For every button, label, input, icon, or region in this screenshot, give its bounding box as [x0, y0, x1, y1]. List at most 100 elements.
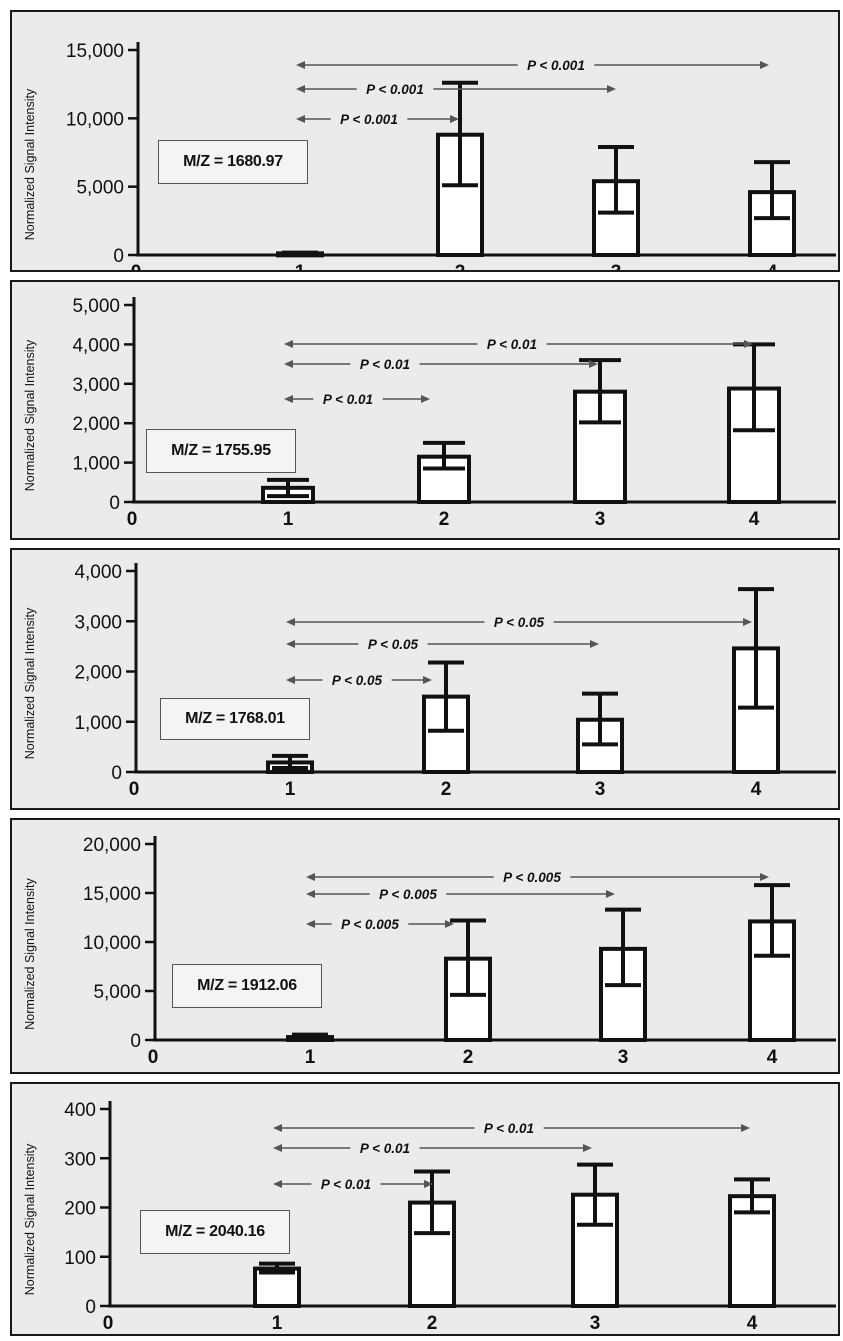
p-value-label-bg	[517, 57, 595, 73]
arrowhead-right	[445, 920, 454, 928]
p-value-label: P < 0.01	[360, 357, 410, 372]
bar	[728, 1194, 776, 1308]
p-value-label-bg	[358, 636, 428, 652]
p-value-label: P < 0.001	[366, 82, 424, 97]
y-axis-label: Normalized Signal Intensity	[23, 88, 37, 240]
arrowhead-left	[286, 640, 295, 648]
x-tick-label: 1	[285, 779, 296, 800]
y-tick-label: 5,000	[93, 982, 141, 1003]
arrowhead-left	[296, 115, 305, 123]
y-tick-label: 400	[64, 1100, 96, 1121]
p-value-label: P < 0.01	[323, 392, 373, 407]
y-tick-label: 20,000	[83, 835, 141, 856]
chart-svg: Normalized Signal Intensity 0 1,000 2,000 3,…	[23, 296, 836, 530]
arrowhead-left	[284, 340, 293, 348]
arrowhead-left	[284, 395, 293, 403]
p-value-label-bg	[369, 886, 447, 902]
arrowhead-left	[273, 1144, 282, 1152]
x-tick-label: 2	[441, 779, 452, 800]
chart-panel: Normalized Signal Intensity 0 5,000 10,000 1…	[10, 10, 840, 272]
p-value-label: P < 0.01	[321, 1177, 371, 1192]
arrowhead-right	[760, 61, 769, 69]
x-tick-label: 1	[283, 509, 294, 530]
mz-label-box: M/Z = 1755.95	[146, 429, 296, 473]
arrowhead-right	[606, 890, 615, 898]
mz-label-box: M/Z = 2040.16	[140, 1210, 290, 1254]
y-tick-label: 5,000	[76, 178, 124, 199]
y-tick-label: 0	[130, 1031, 141, 1052]
y-axis-label: Normalized Signal Intensity	[23, 878, 37, 1030]
y-tick-label: 3,000	[74, 612, 122, 633]
chart-svg: Normalized Signal Intensity 0 5,000 10,000 1…	[23, 835, 836, 1068]
y-tick-label: 15,000	[66, 41, 124, 62]
y-tick-label: 2,000	[72, 414, 120, 435]
x-tick-label: 4	[749, 509, 760, 530]
arrowhead-left	[296, 61, 305, 69]
p-value-label-bg	[331, 916, 409, 932]
arrowhead-left	[306, 890, 315, 898]
x-tick-label: 3	[618, 1047, 629, 1068]
arrowhead-right	[421, 395, 430, 403]
p-value-label-bg	[350, 356, 420, 372]
chart-panel: Normalized Signal Intensity 0 1,000 2,000 3,…	[10, 280, 840, 540]
x-tick-label: 2	[463, 1047, 474, 1068]
chart-svg: Normalized Signal Intensity 0 100 200 300 400…	[23, 1100, 836, 1334]
x-tick-label: 3	[590, 1313, 601, 1334]
arrowhead-left	[286, 676, 295, 684]
arrowhead-right	[741, 1124, 750, 1132]
y-tick-label: 5,000	[72, 296, 120, 317]
arrowhead-right	[744, 340, 753, 348]
y-tick-label: 0	[113, 246, 124, 267]
x-tick-label: 1	[272, 1313, 283, 1334]
x-tick-label: 2	[455, 262, 466, 270]
y-tick-label: 200	[64, 1199, 96, 1220]
y-tick-label: 1,000	[74, 713, 122, 734]
y-tick-label: 15,000	[83, 884, 141, 905]
arrowhead-right	[589, 360, 598, 368]
mz-label-box: M/Z = 1768.01	[160, 698, 310, 740]
y-tick-label: 4,000	[72, 335, 120, 356]
chart-panel: Normalized Signal Intensity 0 5,000 10,000 1…	[10, 818, 840, 1074]
chart-svg: Normalized Signal Intensity 0 1,000 2,000 3,…	[23, 562, 836, 800]
x-tick-label: 0	[131, 262, 142, 270]
p-value-label-bg	[322, 672, 392, 688]
bar	[748, 919, 796, 1042]
arrowhead-left	[284, 360, 293, 368]
p-value-label-bg	[493, 869, 571, 885]
x-tick-label: 1	[295, 262, 306, 270]
p-value-label-bg	[356, 81, 434, 97]
bar	[253, 1266, 301, 1309]
arrowhead-right	[743, 618, 752, 626]
y-tick-label: 1,000	[72, 454, 120, 475]
arrowhead-left	[273, 1180, 282, 1188]
arrowhead-right	[583, 1144, 592, 1152]
arrowhead-right	[424, 1180, 433, 1188]
y-axis-label: Normalized Signal Intensity	[23, 1143, 37, 1295]
x-tick-label: 0	[127, 509, 138, 530]
x-tick-label: 0	[148, 1047, 159, 1068]
y-tick-label: 0	[85, 1297, 96, 1318]
p-value-label: P < 0.005	[341, 917, 399, 932]
p-value-label: P < 0.05	[494, 615, 545, 630]
y-tick-label: 10,000	[66, 109, 124, 130]
arrowhead-left	[296, 85, 305, 93]
y-tick-label: 4,000	[74, 562, 122, 583]
p-value-label: P < 0.05	[368, 637, 419, 652]
x-tick-label: 2	[427, 1313, 438, 1334]
p-value-label-bg	[311, 1176, 381, 1192]
x-tick-label: 3	[595, 509, 606, 530]
arrowhead-right	[760, 873, 769, 881]
mz-label-box: M/Z = 1680.97	[158, 140, 308, 184]
y-tick-label: 3,000	[72, 375, 120, 396]
p-value-label-bg	[477, 336, 547, 352]
chart-panel: Normalized Signal Intensity 0 1,000 2,000 3,…	[10, 548, 840, 810]
arrowhead-left	[286, 618, 295, 626]
arrowhead-left	[273, 1124, 282, 1132]
chart-panel: Normalized Signal Intensity 0 100 200 300 400…	[10, 1082, 840, 1336]
x-tick-label: 3	[595, 779, 606, 800]
p-value-label-bg	[484, 614, 554, 630]
x-tick-label: 3	[611, 262, 622, 270]
x-tick-label: 4	[751, 779, 762, 800]
x-tick-label: 4	[747, 1313, 758, 1334]
x-tick-label: 1	[305, 1047, 316, 1068]
